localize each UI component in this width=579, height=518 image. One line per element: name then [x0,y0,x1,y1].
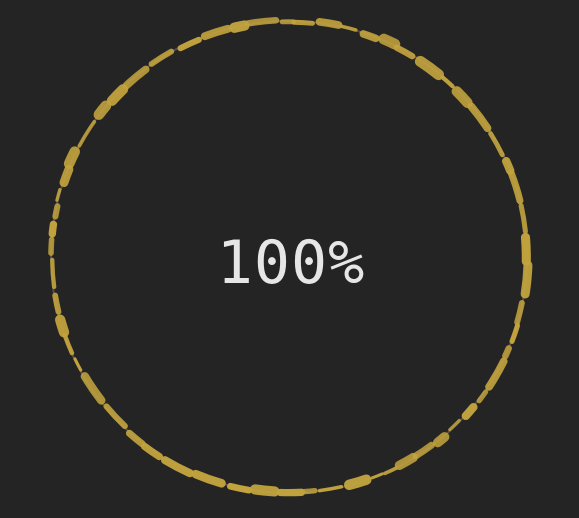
progress-ring-segment [448,418,461,432]
progress-ring-segment [393,44,416,60]
progress-percent-label: 100% [216,228,366,298]
progress-ring-segment [432,432,450,448]
progress-ring-segment [488,131,505,158]
progress-ring-segment [62,333,75,356]
progress-ring-segment [52,292,62,315]
progress-ring-segment [103,403,128,430]
progress-ring-segment [359,30,380,43]
progress-ring-segment [48,220,58,238]
progress-ring-segment [343,474,372,491]
progress-ring-segment [140,442,163,461]
progress-ring-segment [370,472,384,480]
progress-ring-segment [440,75,455,89]
progress-ring-segments [48,17,533,497]
progress-ring-segment [378,33,401,50]
progress-ring-segment [229,20,250,33]
progress-ring-segment [63,146,81,169]
progress-ring-segment [50,257,57,290]
progress-ring-segment [502,345,512,360]
progress-ring-segment [55,314,70,338]
progress-ring-segment [476,389,489,404]
progress-ring-segment [125,429,146,448]
progress-ring-segment [412,441,435,460]
progress-ring-segment [191,469,226,488]
progress-ring-segment [249,484,280,497]
progress-ring-segment [106,84,129,106]
progress-ring-segment [317,485,344,493]
progress-ring-segment [514,300,525,326]
progress-ring-segment [93,100,112,120]
progress-ring-segment [77,119,97,148]
progress-ring-segment [48,236,55,256]
progress-ring-segment [520,260,533,299]
progress-ring-segment [509,323,521,344]
progress-ring-segment [502,156,515,175]
progress-ring-segment [177,36,202,52]
progress-ring-segment [52,203,61,220]
progress-ring-segment [315,17,343,29]
progress-ring-segment [73,357,83,372]
progress-ring-segment [451,86,473,109]
progress-ring-segment [518,203,528,234]
progress-ring-segment [394,452,418,471]
progress-ring-segment [461,402,478,421]
progress-ring-segment [302,487,318,495]
progress-ring-segment [507,169,524,205]
progress-ring-segment [160,456,194,478]
progress-ring-segment [55,188,62,202]
progress-ring-segment [200,24,232,41]
progress-ring-segment [467,102,492,133]
progress-ring-segment [122,65,150,90]
progress-ring-segment [227,482,253,494]
progress-ring-segment [414,55,444,81]
progress-ring-segment [485,357,508,391]
progress-ring-segment [339,24,358,32]
progress-ring-segment [148,48,175,67]
progress-ring-segment [383,466,398,476]
progress-ring-segment [291,19,315,26]
progress-ring-segment [80,372,106,405]
progress-ring-segment [244,17,280,27]
progress-ring-segment [59,164,74,188]
